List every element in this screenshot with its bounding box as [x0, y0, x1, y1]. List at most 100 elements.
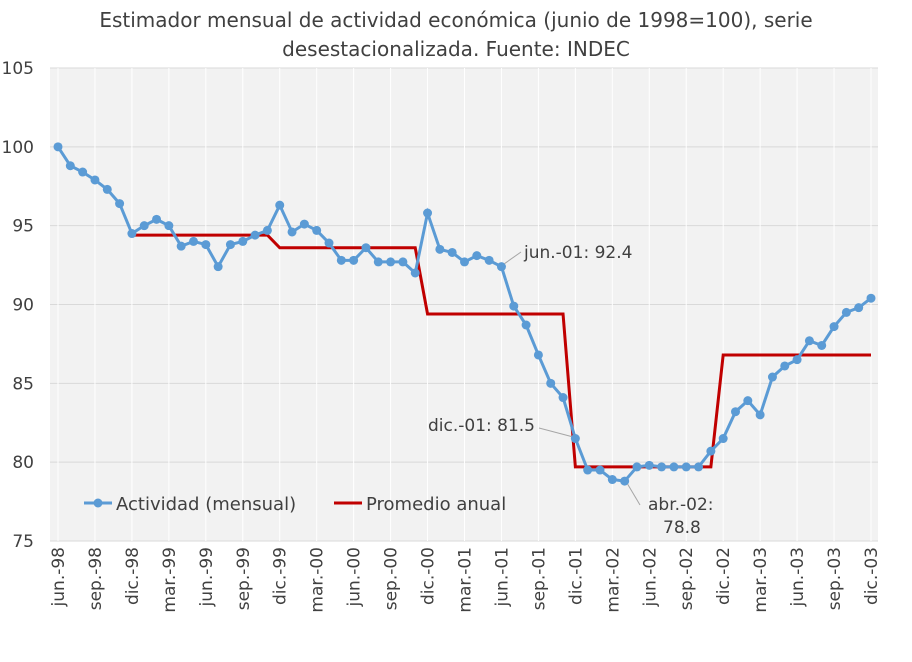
data-point [250, 230, 260, 240]
data-point [139, 221, 149, 231]
data-point [854, 303, 864, 313]
annotation-jun-01: jun.-01: 92.4 [523, 243, 632, 263]
data-point [176, 241, 186, 251]
data-point [213, 262, 223, 272]
data-point [78, 167, 88, 177]
x-tick-label: dic.-99 [271, 547, 291, 605]
x-tick-label: jun.-00 [345, 547, 365, 607]
data-point [681, 462, 691, 472]
data-point [546, 378, 556, 388]
legend-actividad-label: Actividad (mensual) [116, 494, 296, 515]
data-point [152, 214, 162, 224]
data-point [423, 208, 433, 218]
data-point [792, 355, 802, 365]
y-tick-label: 85 [12, 374, 34, 394]
x-tick-label: dic.-03 [862, 547, 882, 605]
y-tick-label: 90 [12, 296, 34, 316]
data-point [275, 200, 285, 210]
data-point [743, 396, 753, 406]
data-point [312, 225, 322, 235]
x-tick-label: sep.-03 [825, 547, 845, 610]
data-point [558, 393, 568, 403]
annotation-leader [627, 483, 641, 506]
data-point [115, 199, 125, 209]
x-tick-label: mar.-03 [751, 547, 771, 613]
data-point [238, 236, 248, 246]
data-point [53, 142, 63, 152]
data-point [324, 238, 334, 248]
data-point [336, 255, 346, 265]
data-point [632, 462, 642, 472]
data-point [189, 236, 198, 246]
data-point [102, 184, 112, 194]
promedio-anual-series [131, 233, 871, 469]
x-tick-label: dic.-02 [714, 547, 734, 605]
data-point [225, 240, 235, 250]
data-point [361, 243, 371, 253]
data-point [262, 225, 272, 235]
x-tick-label: sep.-01 [529, 547, 549, 610]
data-point [657, 462, 667, 472]
data-point [127, 229, 137, 239]
data-point [644, 460, 654, 470]
data-point [472, 251, 482, 261]
y-tick-label: 105 [2, 59, 34, 79]
annotation-leader [538, 427, 572, 438]
gridlines [50, 67, 878, 542]
chart-title: Estimador mensual de actividad económica… [0, 6, 912, 64]
x-tick-label: jun.-01 [492, 547, 512, 607]
data-point [447, 247, 457, 257]
x-tick-label: mar.-99 [160, 547, 180, 613]
x-tick-label: mar.-02 [603, 547, 623, 613]
data-point [509, 301, 519, 311]
data-point [398, 257, 408, 267]
data-point [607, 475, 617, 485]
data-point [435, 244, 445, 254]
legend-actividad-marker [93, 498, 103, 508]
data-point [521, 320, 531, 330]
data-point [349, 255, 359, 265]
x-tick-label: mar.-00 [308, 547, 328, 613]
data-point [817, 340, 827, 350]
x-tick-label: jun.-02 [640, 547, 660, 607]
data-point [90, 175, 100, 185]
data-point [706, 446, 716, 456]
y-tick-label: 75 [12, 532, 34, 552]
data-point [410, 268, 420, 278]
data-point [201, 240, 211, 250]
data-point [484, 255, 494, 265]
data-point [841, 307, 851, 317]
x-tick-label: jun.-98 [49, 547, 69, 607]
chart-title-line-1: Estimador mensual de actividad económica… [99, 8, 813, 32]
data-point [164, 221, 174, 231]
annotation-dic-01: dic.-01: 81.5 [428, 416, 535, 436]
data-point [65, 161, 75, 171]
data-point [731, 407, 740, 417]
annotation-abr-02-line1: abr.-02: [648, 495, 714, 515]
x-tick-label: sep.-98 [86, 547, 106, 610]
legend: Actividad (mensual) Promedio anual [84, 494, 506, 515]
chart-title-line-2: desestacionalizada. Fuente: INDEC [282, 37, 630, 61]
data-point [583, 465, 593, 475]
x-tick-label: jun.-99 [197, 547, 217, 607]
y-tick-label: 95 [12, 217, 34, 237]
data-point [287, 227, 297, 237]
annotation-abr-02-line2: 78.8 [663, 518, 701, 538]
annotation-leader [504, 251, 522, 265]
data-point [373, 257, 383, 267]
data-point [460, 257, 469, 267]
annotations: jun.-01: 92.4 dic.-01: 81.5 abr.-02: 78.8 [428, 243, 714, 538]
legend-promedio-label: Promedio anual [366, 494, 506, 515]
y-tick-label: 80 [12, 453, 34, 473]
data-point [595, 465, 605, 475]
data-point [570, 434, 580, 444]
data-point [829, 322, 839, 332]
promedio-anual-line [131, 233, 871, 469]
x-axis: jun.-98 sep.-98 dic.-98 mar.-99 jun.-99 sep.-… [49, 547, 882, 613]
data-point [866, 293, 876, 303]
y-tick-label: 100 [2, 138, 34, 158]
data-point [755, 410, 765, 420]
data-point [767, 372, 777, 382]
